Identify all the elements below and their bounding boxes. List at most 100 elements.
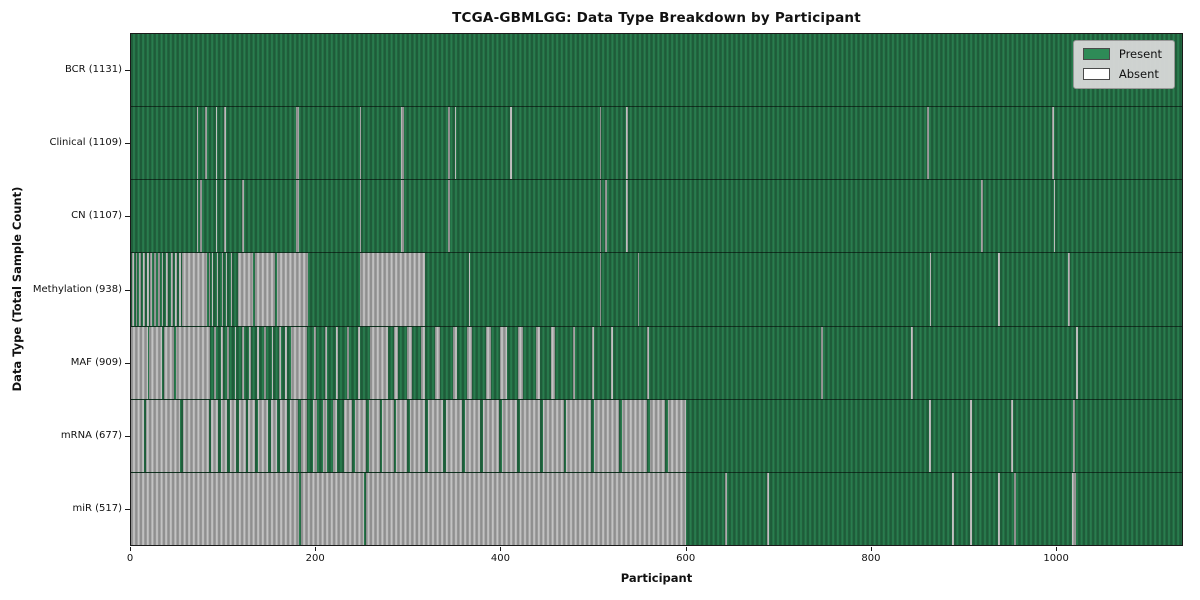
absent-segment [520,399,541,472]
absent-segment [182,399,209,472]
absent-segment [211,399,218,472]
absent-segment [224,107,227,180]
y-tick-mark [125,142,130,144]
absent-segment [216,253,218,326]
y-tick-mark [125,509,130,511]
absent-segment [146,253,149,326]
absent-segment [175,253,178,326]
absent-segment [241,180,244,253]
x-tick-label: 800 [861,553,881,564]
absent-segment [1013,472,1016,545]
absent-segment [448,107,450,180]
absent-segment [464,399,481,472]
x-tick-mark [500,547,502,551]
absent-segment [196,180,199,253]
absent-segment [594,399,620,472]
absent-segment [483,399,499,472]
x-tick-label: 600 [676,553,696,564]
absent-segment [234,326,237,399]
absent-segment [1010,399,1013,472]
x-axis-title: Participant [620,571,693,585]
absent-segment [821,326,824,399]
absent-segment [421,326,425,399]
absent-segment [221,253,223,326]
rows-container [131,34,1182,545]
x-tick-label: 200 [305,553,325,564]
absent-segment [239,399,246,472]
absent-segment [427,399,444,472]
x-tick-mark [315,547,317,551]
absent-segment [296,107,300,180]
absent-segment [543,399,564,472]
absent-segment [170,253,173,326]
absent-segment [368,399,380,472]
absent-segment [131,399,144,472]
absent-segment [270,399,278,472]
absent-segment [212,253,214,326]
absent-segment [150,253,153,326]
absent-segment [164,326,175,399]
absent-segment [257,399,268,472]
absent-segment [621,399,647,472]
absent-segment [499,326,508,399]
absent-segment [360,180,362,253]
absent-segment [509,107,512,180]
absent-segment [1072,472,1076,545]
absent-segment [370,326,388,399]
absent-segment [145,399,180,472]
absent-segment [336,326,339,399]
absent-segment [241,326,244,399]
absent-segment [254,253,276,326]
absent-segment [929,253,931,326]
absent-swatch [1082,68,1110,80]
y-tick-mark [125,362,130,364]
absent-segment [766,472,769,545]
y-tick-label: BCR (1131) [64,63,122,75]
absent-segment [626,107,629,180]
absent-segment [360,107,362,180]
absent-segment [725,472,728,545]
absent-segment [467,326,473,399]
absent-segment [301,472,364,545]
absent-segment [220,399,228,472]
absent-segment [400,180,404,253]
absent-segment [365,472,686,545]
x-tick-mark [870,547,872,551]
row-clinical [131,107,1182,181]
absent-segment [154,253,156,326]
absent-segment [360,253,425,326]
absent-segment [230,253,232,326]
absent-segment [485,326,491,399]
absent-segment [535,326,541,399]
absent-segment [166,253,168,326]
absent-segment [951,472,954,545]
row-maf [131,326,1182,400]
y-tick-mark [125,216,130,218]
absent-segment [131,326,148,399]
absent-segment [550,326,556,399]
absent-segment [181,253,207,326]
absent-segment [227,326,229,399]
absent-segment [296,180,300,253]
absent-segment [518,326,523,399]
absent-segment [131,472,300,545]
legend-label-present: Present [1118,47,1162,61]
absent-segment [289,399,299,472]
absent-segment [290,326,307,399]
chart-title: TCGA-GBMLGG: Data Type Breakdown by Part… [452,10,861,26]
absent-segment [970,472,973,545]
x-tick-label: 0 [126,553,134,564]
absent-segment [605,180,608,253]
row-methylation [131,253,1182,327]
absent-segment [599,180,602,253]
absent-segment [396,399,408,472]
x-tick-label: 400 [490,553,510,564]
absent-segment [1072,399,1075,472]
y-tick-label: miR (517) [72,503,122,515]
y-tick-label: Clinical (1109) [49,136,123,148]
absent-segment [264,326,266,399]
absent-segment [224,180,227,253]
absent-segment [592,326,595,399]
legend-item-present: Present [1082,47,1162,61]
absent-segment [226,253,228,326]
